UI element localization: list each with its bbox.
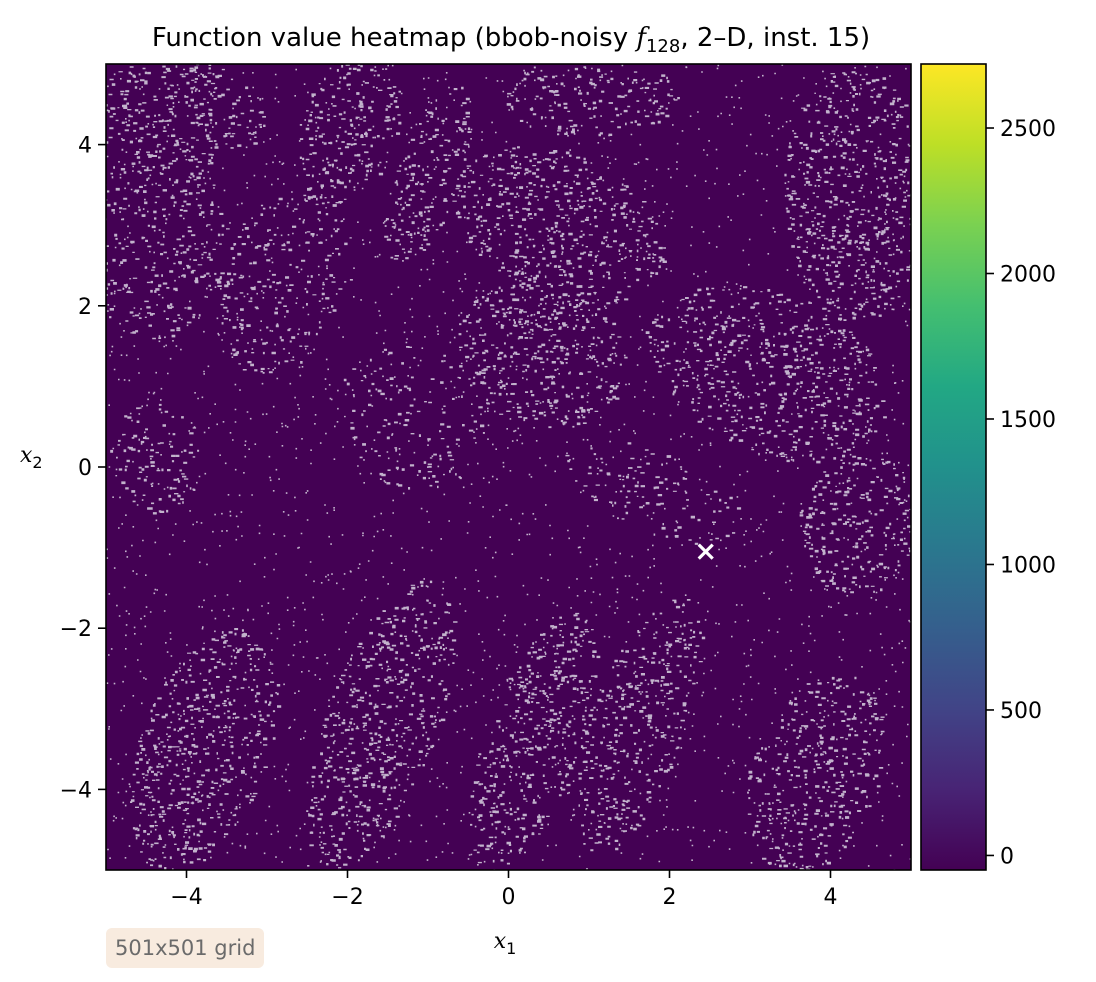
y-tick-label: −2: [60, 617, 92, 642]
optimum-marker-stroke: [697, 543, 714, 560]
colorbar-tick-label: 1000: [1000, 553, 1056, 578]
colorbar-tick-label: 2000: [1000, 263, 1056, 288]
colorbar: 0 500 1000 1500 2000 2500: [920, 63, 1056, 871]
y-axis: −4 −2 0 2 4: [60, 134, 106, 803]
x-axis-label: x1: [494, 929, 517, 958]
chart-title: Function value heatmap (bbob-noisy f128,…: [152, 23, 870, 57]
x-tick-label: −2: [331, 885, 363, 910]
colorbar-tick-label: 0: [1000, 844, 1014, 869]
heatmap: [105, 63, 912, 871]
grid-size-annotation: 501x501 grid: [106, 928, 265, 968]
x-tick-label: 4: [824, 885, 838, 910]
x-axis: −4 −2 0 2 4: [170, 870, 838, 910]
colorbar-tick-label: 1500: [1000, 408, 1056, 433]
optimum-marker: [697, 543, 714, 560]
colorbar-tick-label: 500: [1000, 699, 1042, 724]
y-axis-label: x2: [20, 443, 43, 472]
y-tick-label: 2: [78, 295, 92, 320]
y-tick-label: 0: [78, 456, 92, 481]
x-tick-label: 2: [663, 885, 677, 910]
heatmap-background: [106, 64, 911, 870]
x-tick-label: −4: [170, 885, 202, 910]
y-tick-label: −4: [60, 778, 92, 803]
y-tick-label: 4: [78, 134, 92, 159]
colorbar-gradient: [920, 63, 987, 871]
colorbar-tick-label: 2500: [1000, 117, 1056, 142]
colorbar-ticks: 0 500 1000 1500 2000 2500: [986, 117, 1056, 869]
x-tick-label: 0: [502, 885, 516, 910]
